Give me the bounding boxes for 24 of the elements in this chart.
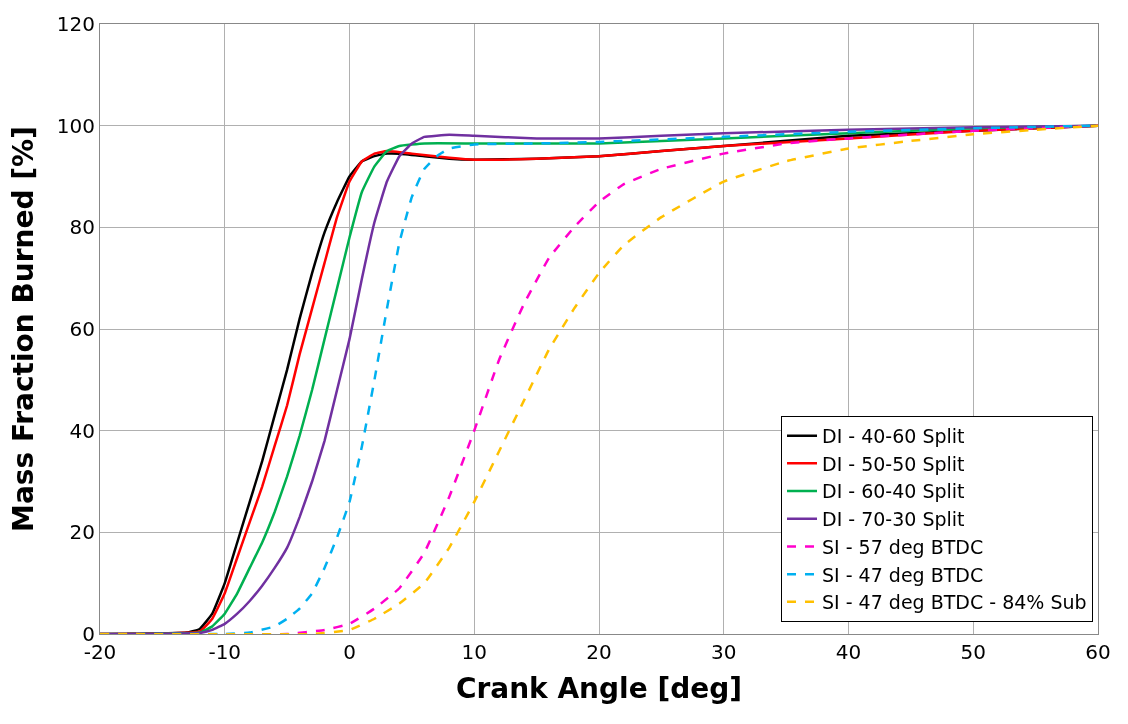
- legend-label: DI - 60-40 Split: [822, 480, 965, 503]
- y-tick-label: 60: [69, 317, 95, 341]
- y-axis-title: Mass Fraction Burned [%]: [6, 126, 40, 532]
- x-tick-label: 20: [586, 640, 612, 664]
- legend-label: SI - 47 deg BTDC: [822, 563, 984, 586]
- x-tick-label: 60: [1085, 640, 1111, 664]
- y-tick-label: 100: [56, 113, 95, 138]
- y-tick-label: 40: [69, 418, 95, 443]
- x-tick-label: 30: [711, 640, 737, 664]
- x-tick-label: 50: [960, 640, 986, 664]
- x-axis-title: Crank Angle [deg]: [455, 672, 743, 706]
- y-tick-label: 120: [56, 12, 95, 36]
- legend-label: SI - 47 deg BTDC - 84% Sub: [822, 591, 1087, 614]
- x-tick-label: -10: [208, 640, 242, 664]
- y-tick-label: 80: [69, 215, 95, 240]
- legend-label: DI - 50-50 Split: [822, 452, 965, 475]
- x-tick-label: 40: [835, 640, 862, 664]
- legend-label: DI - 40-60 Split: [822, 425, 965, 448]
- x-tick-label: 10: [461, 640, 487, 664]
- line-series: [100, 124, 1098, 634]
- x-tick-label: 0: [343, 640, 356, 664]
- legend-label: DI - 70-30 Split: [822, 508, 965, 531]
- y-tick-label: 20: [69, 520, 95, 545]
- legend-label: SI - 57 deg BTDC: [822, 535, 984, 558]
